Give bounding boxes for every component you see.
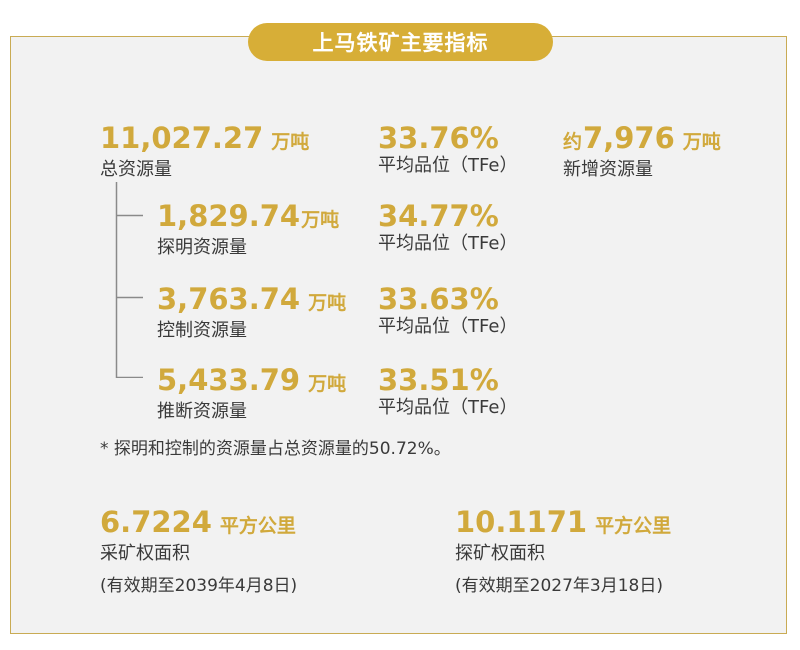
breakdown-connector bbox=[115, 182, 143, 378]
exploration-area-value: 10.1171 bbox=[455, 505, 588, 539]
measured-resource-value: 1,829.74 bbox=[157, 199, 301, 233]
indicated-grade-stat: 33.63% 平均品位（TFe） bbox=[378, 283, 517, 339]
exploration-area-unit: 平方公里 bbox=[595, 515, 672, 537]
new-resource-value-row: 约7,976 万吨 bbox=[563, 122, 721, 158]
total-grade-value: 33.76% bbox=[378, 121, 499, 155]
mining-area-validity: (有效期至2039年4月8日) bbox=[100, 576, 298, 596]
indicator-panel bbox=[10, 36, 787, 634]
indicated-resource-value-row: 3,763.74 万吨 bbox=[157, 283, 346, 319]
new-resource-stat: 约7,976 万吨 新增资源量 bbox=[563, 122, 721, 182]
indicated-resource-label: 控制资源量 bbox=[157, 320, 247, 341]
measured-grade-label: 平均品位（TFe） bbox=[378, 233, 518, 254]
mining-area-stat: 6.7224 平方公里 采矿权面积 (有效期至2039年4月8日) bbox=[100, 506, 297, 598]
total-resource-stat: 11,027.27 万吨 总资源量 bbox=[100, 122, 309, 182]
inferred-resource-unit: 万吨 bbox=[308, 373, 347, 395]
new-resource-unit: 万吨 bbox=[682, 131, 721, 153]
measured-resource-stat: 1,829.74万吨 探明资源量 bbox=[157, 200, 339, 260]
mining-area-value: 6.7224 bbox=[100, 505, 212, 539]
exploration-area-stat: 10.1171 平方公里 探矿权面积 (有效期至2027年3月18日) bbox=[455, 506, 671, 598]
measured-grade-stat: 34.77% 平均品位（TFe） bbox=[378, 200, 517, 256]
measured-resource-unit: 万吨 bbox=[301, 209, 340, 231]
indicated-grade-label: 平均品位（TFe） bbox=[378, 316, 518, 337]
indicated-resource-stat: 3,763.74 万吨 控制资源量 bbox=[157, 283, 346, 343]
inferred-grade-stat: 33.51% 平均品位（TFe） bbox=[378, 364, 517, 420]
exploration-area-validity: (有效期至2027年3月18日) bbox=[455, 576, 663, 596]
inferred-resource-value-row: 5,433.79 万吨 bbox=[157, 364, 346, 400]
new-resource-value: 7,976 bbox=[583, 121, 675, 155]
indicated-resource-value: 3,763.74 bbox=[157, 282, 301, 316]
total-grade-label: 平均品位（TFe） bbox=[378, 155, 518, 176]
total-resource-label: 总资源量 bbox=[100, 159, 172, 180]
indicated-grade-value: 33.63% bbox=[378, 282, 499, 316]
new-resource-prefix: 约 bbox=[563, 131, 583, 153]
total-resource-value-row: 11,027.27 万吨 bbox=[100, 122, 309, 158]
inferred-resource-value: 5,433.79 bbox=[157, 363, 301, 397]
mining-area-value-row: 6.7224 平方公里 bbox=[100, 506, 297, 542]
measured-resource-label: 探明资源量 bbox=[157, 237, 247, 258]
indicated-resource-unit: 万吨 bbox=[308, 292, 347, 314]
measured-grade-value: 34.77% bbox=[378, 199, 499, 233]
total-resource-unit: 万吨 bbox=[271, 131, 310, 153]
inferred-resource-label: 推断资源量 bbox=[157, 401, 247, 422]
inferred-grade-value: 33.51% bbox=[378, 363, 499, 397]
total-grade-stat: 33.76% 平均品位（TFe） bbox=[378, 122, 517, 178]
measured-resource-value-row: 1,829.74万吨 bbox=[157, 200, 339, 236]
exploration-area-label: 探矿权面积 bbox=[455, 543, 545, 564]
inferred-resource-stat: 5,433.79 万吨 推断资源量 bbox=[157, 364, 346, 424]
mining-area-label: 采矿权面积 bbox=[100, 543, 190, 564]
inferred-grade-label: 平均品位（TFe） bbox=[378, 397, 518, 418]
footnote: * 探明和控制的资源量占总资源量的50.72%。 bbox=[100, 439, 451, 459]
panel-title: 上马铁矿主要指标 bbox=[248, 23, 553, 61]
new-resource-label: 新增资源量 bbox=[563, 159, 653, 180]
exploration-area-value-row: 10.1171 平方公里 bbox=[455, 506, 671, 542]
mining-area-unit: 平方公里 bbox=[219, 515, 296, 537]
total-resource-value: 11,027.27 bbox=[100, 121, 264, 155]
